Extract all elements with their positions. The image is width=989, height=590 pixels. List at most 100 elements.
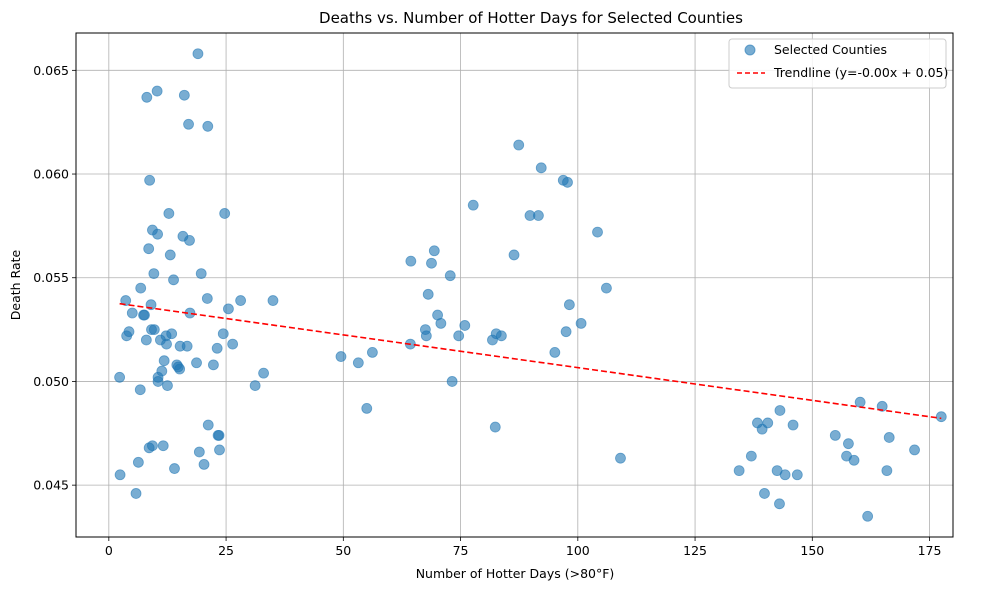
scatter-point [208, 359, 219, 371]
scatter-point [459, 320, 471, 331]
scatter-point [235, 295, 247, 306]
scatter-point [563, 299, 575, 311]
scatter-point [592, 226, 603, 238]
scatter-point [147, 440, 158, 452]
x-tick-label: 0 [105, 543, 113, 558]
scatter-point [352, 357, 364, 369]
scatter-point [435, 317, 447, 329]
scatter-point [366, 347, 378, 358]
y-axis-ticks: 0.045 0.050 0.055 0.060 0.065 [33, 63, 76, 493]
y-tick-label: 0.060 [33, 167, 69, 182]
scatter-point [762, 417, 774, 429]
scatter-point [759, 488, 770, 499]
scatter-point [183, 118, 194, 130]
scatter-point [181, 340, 193, 352]
y-tick-label: 0.055 [33, 270, 69, 285]
scatter-point [135, 282, 147, 294]
scatter-point [575, 317, 587, 329]
scatter-point [169, 463, 180, 474]
x-tick-label: 125 [683, 543, 707, 558]
scatter-point [217, 328, 229, 340]
scatter-point [335, 351, 347, 362]
scatter-point [843, 438, 854, 450]
scatter-point [489, 421, 501, 433]
scatter-point [114, 469, 126, 481]
scatter-point [774, 405, 786, 416]
scatter-point [161, 338, 172, 350]
scatter-point [219, 208, 231, 219]
y-tick-label: 0.050 [33, 374, 69, 389]
scatter-point [134, 384, 146, 396]
scatter-point [163, 208, 175, 219]
scatter-point [126, 307, 138, 319]
scatter-point [361, 403, 373, 414]
scatter-point [114, 371, 126, 383]
scatter-point [151, 85, 163, 97]
scatter-point [227, 338, 239, 350]
scatter-point [779, 469, 791, 481]
grid-lines [76, 33, 953, 537]
scatter-point [453, 330, 465, 342]
scatter-point [130, 488, 142, 499]
scatter-point [854, 396, 866, 408]
scatter-point [422, 288, 434, 300]
scatter-point [829, 429, 841, 441]
scatter-point [862, 510, 874, 522]
scatter-point [467, 199, 479, 211]
scatter-point [162, 380, 173, 391]
scatter-point [533, 210, 544, 221]
legend-label-scatter: Selected Counties [774, 42, 887, 57]
y-tick-label: 0.065 [33, 63, 69, 78]
scatter-point [213, 429, 225, 441]
data-points [114, 48, 947, 522]
scatter-point [166, 328, 178, 340]
scatter-point [174, 363, 186, 375]
scatter-point [195, 268, 207, 279]
scatter-point [211, 342, 223, 354]
x-tick-label: 150 [800, 543, 824, 558]
scatter-point [267, 295, 279, 306]
scatter-point [156, 365, 168, 377]
x-tick-label: 175 [918, 543, 942, 558]
scatter-point [223, 303, 234, 315]
scatter-point [876, 400, 888, 412]
scatter-point [168, 274, 179, 286]
x-tick-label: 25 [218, 543, 234, 558]
scatter-point [178, 89, 190, 101]
scatter-point [184, 235, 195, 246]
scatter-point [139, 309, 150, 321]
scatter-point [405, 255, 417, 267]
scatter-point [615, 452, 626, 464]
scatter-point [428, 245, 440, 257]
legend-label-trendline: Trendline (y=-0.00x + 0.05) [773, 65, 948, 80]
scatter-point [420, 330, 432, 342]
scatter-point [158, 355, 170, 367]
x-tick-label: 100 [566, 543, 590, 558]
scatter-point [152, 376, 164, 387]
scatter-point [495, 330, 507, 342]
scatter-point [152, 228, 164, 240]
scatter-point [157, 440, 169, 452]
x-tick-label: 75 [453, 543, 469, 558]
scatter-point [745, 450, 757, 462]
scatter-point [191, 357, 202, 369]
trendline [119, 302, 942, 420]
scatter-point [148, 268, 160, 279]
scatter-point [258, 367, 269, 379]
scatter-point [193, 446, 205, 458]
y-axis-label: Death Rate [8, 249, 23, 320]
scatter-point [791, 469, 803, 481]
scatter-point [198, 459, 210, 470]
scatter-point [881, 465, 893, 477]
y-tick-label: 0.045 [33, 478, 69, 493]
scatter-point [120, 295, 132, 306]
scatter-point [249, 380, 261, 391]
x-axis-label: Number of Hotter Days (>80°F) [416, 566, 615, 581]
scatter-point [140, 334, 152, 346]
scatter-point [143, 243, 155, 255]
scatter-point [446, 376, 458, 387]
scatter-point [774, 498, 785, 510]
scatter-point [144, 174, 156, 186]
scatter-point [444, 270, 456, 282]
